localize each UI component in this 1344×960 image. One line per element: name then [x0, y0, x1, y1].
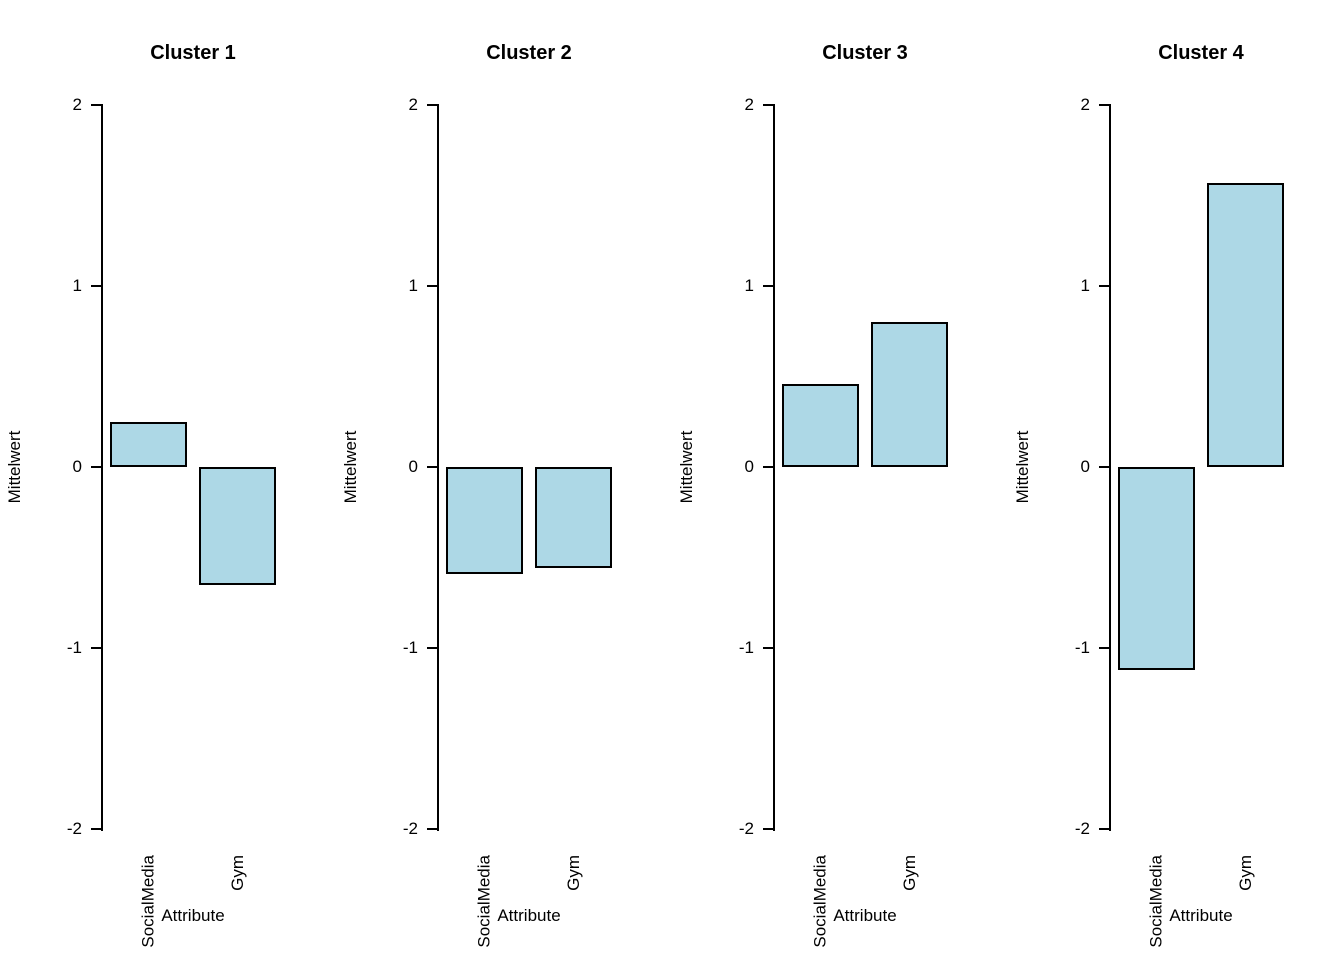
y-tick-label: 2 [408, 95, 418, 114]
y-tick-label: 0 [1080, 457, 1090, 476]
y-tick-label: 0 [72, 457, 82, 476]
y-tick [91, 285, 101, 287]
y-tick-label: -2 [738, 819, 754, 838]
bar-gym [535, 467, 612, 568]
bar-socialmedia [782, 384, 859, 467]
y-tick [91, 828, 101, 830]
x-axis-label: Attribute [497, 906, 561, 925]
y-tick [1099, 828, 1109, 830]
bar-socialmedia [1118, 467, 1195, 670]
y-tick [763, 285, 773, 287]
panel-title: Cluster 1 [150, 42, 236, 64]
y-tick [763, 104, 773, 106]
y-axis-line [1109, 104, 1111, 831]
y-axis-line [773, 104, 775, 831]
panel-title: Cluster 4 [1158, 42, 1244, 64]
y-tick-label: -2 [66, 819, 82, 838]
y-tick [427, 285, 437, 287]
x-category-label: SocialMedia [810, 855, 830, 948]
y-tick [427, 828, 437, 830]
y-axis-line [101, 104, 103, 831]
y-tick [91, 647, 101, 649]
cluster-panel-1: Cluster 1 Mittelwert Attribute 2 1 0 -1 -2 So… [0, 0, 336, 960]
y-tick-label: 0 [408, 457, 418, 476]
panel-title: Cluster 2 [486, 42, 572, 64]
y-tick-label: -1 [738, 638, 754, 657]
y-tick [91, 466, 101, 468]
y-tick [1099, 285, 1109, 287]
cluster-panel-4: Cluster 4 Mittelwert Attribute 2 1 0 -1 -2 So… [1008, 0, 1344, 960]
bar-socialmedia [446, 467, 523, 574]
y-tick-label: 1 [744, 276, 754, 295]
y-tick-label: -2 [1074, 819, 1090, 838]
y-tick [1099, 104, 1109, 106]
y-tick-label: 2 [1080, 95, 1090, 114]
x-category-label: SocialMedia [138, 855, 158, 948]
y-tick [763, 466, 773, 468]
y-tick-label: -2 [402, 819, 418, 838]
y-tick [427, 104, 437, 106]
bar-gym [1207, 183, 1284, 467]
y-tick-label: -1 [402, 638, 418, 657]
y-tick-label: -1 [66, 638, 82, 657]
bar-socialmedia [110, 422, 187, 467]
y-tick [427, 647, 437, 649]
y-tick [1099, 647, 1109, 649]
y-tick [763, 828, 773, 830]
x-category-label: Gym [563, 855, 583, 891]
x-category-label: Gym [1235, 855, 1255, 891]
cluster-panel-2: Cluster 2 Mittelwert Attribute 2 1 0 -1 -2 So… [336, 0, 672, 960]
y-axis-line [437, 104, 439, 831]
x-axis-label: Attribute [1169, 906, 1233, 925]
y-tick-label: 1 [408, 276, 418, 295]
y-tick [91, 104, 101, 106]
x-axis-label: Attribute [161, 906, 225, 925]
y-tick [427, 466, 437, 468]
bar-gym [199, 467, 276, 585]
y-tick [763, 647, 773, 649]
cluster-panel-3: Cluster 3 Mittelwert Attribute 2 1 0 -1 -2 So… [672, 0, 1008, 960]
y-tick-label: 1 [72, 276, 82, 295]
x-category-label: Gym [899, 855, 919, 891]
x-category-label: SocialMedia [1146, 855, 1166, 948]
y-tick [1099, 466, 1109, 468]
y-tick-label: 1 [1080, 276, 1090, 295]
y-tick-label: 2 [72, 95, 82, 114]
panel-title: Cluster 3 [822, 42, 908, 64]
y-tick-label: 2 [744, 95, 754, 114]
y-tick-label: 0 [744, 457, 754, 476]
x-category-label: SocialMedia [474, 855, 494, 948]
x-axis-label: Attribute [833, 906, 897, 925]
x-category-label: Gym [227, 855, 247, 891]
y-tick-label: -1 [1074, 638, 1090, 657]
bar-gym [871, 322, 948, 467]
